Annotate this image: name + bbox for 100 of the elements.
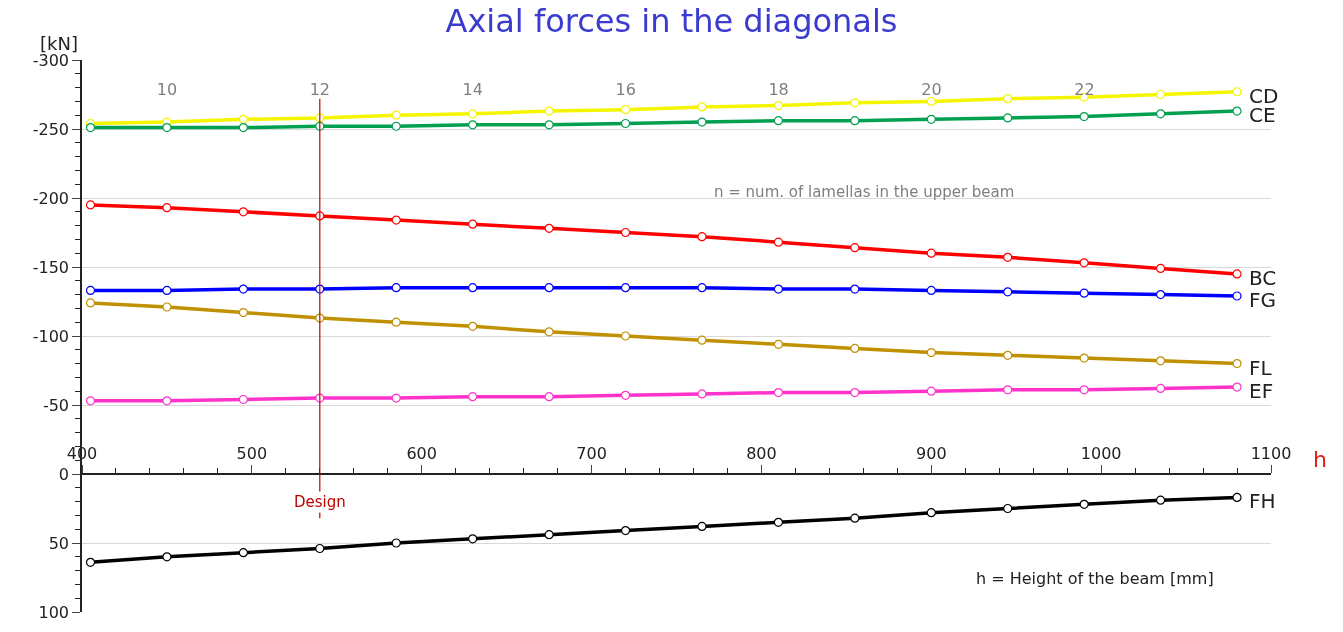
- point: [468, 283, 478, 293]
- point: [85, 123, 96, 133]
- series-label: EF: [1249, 379, 1274, 403]
- point: [1079, 353, 1089, 363]
- point: [773, 237, 784, 247]
- point: [544, 120, 554, 130]
- point: [391, 393, 401, 403]
- point: [85, 396, 96, 406]
- x2-tick-label: 22: [1074, 80, 1095, 100]
- point: [697, 389, 707, 399]
- x2-tick-label: 14: [462, 80, 483, 100]
- series-label: FG: [1249, 288, 1277, 312]
- point: [1232, 269, 1242, 279]
- point: [391, 110, 401, 120]
- point: [1003, 252, 1013, 262]
- point: [1155, 495, 1166, 505]
- point: [238, 123, 248, 133]
- point: [544, 530, 554, 540]
- point: [697, 102, 707, 112]
- point: [1003, 287, 1013, 297]
- series-label: BC: [1249, 266, 1277, 290]
- point: [773, 517, 784, 527]
- x-axis-title: h: [1313, 447, 1327, 472]
- point: [697, 335, 707, 345]
- point: [1079, 499, 1089, 509]
- point: [544, 327, 554, 337]
- y-tick-label: 0: [58, 464, 70, 484]
- point: [85, 298, 96, 308]
- point: [238, 207, 248, 217]
- point: [391, 538, 401, 548]
- point: [238, 284, 248, 294]
- point: [238, 307, 248, 318]
- y-axis-title: [kN]: [40, 33, 78, 54]
- x-tick-label: 700: [576, 443, 607, 463]
- series-label: FL: [1249, 356, 1273, 380]
- point: [850, 116, 860, 126]
- y-tick-label: -150: [32, 257, 70, 277]
- point: [1003, 113, 1013, 123]
- point: [620, 105, 631, 115]
- chart-title: Axial forces in the diagonals: [445, 1, 898, 40]
- point: [162, 552, 172, 562]
- point: [1155, 290, 1166, 300]
- point: [697, 232, 707, 242]
- point: [468, 219, 478, 229]
- point: [773, 116, 784, 126]
- point: [1003, 385, 1013, 395]
- point: [620, 525, 631, 536]
- point: [1232, 492, 1242, 503]
- x2-tick-label: 20: [921, 80, 942, 100]
- point: [1003, 94, 1013, 104]
- point: [1079, 385, 1089, 395]
- point: [926, 508, 936, 518]
- point: [238, 394, 248, 405]
- point: [544, 223, 554, 233]
- point: [697, 117, 707, 127]
- x2-tick-label: 12: [309, 80, 330, 100]
- point: [1232, 382, 1242, 392]
- point: [1155, 109, 1166, 119]
- point: [238, 548, 248, 558]
- point: [85, 200, 96, 210]
- point: [926, 114, 936, 124]
- annotation: n = num. of lamellas in the upper beam: [714, 183, 1015, 201]
- point: [1232, 291, 1242, 301]
- x-tick-label: 500: [236, 443, 268, 463]
- point: [620, 118, 631, 129]
- point: [1155, 383, 1166, 394]
- point: [162, 285, 172, 296]
- point: [391, 283, 401, 293]
- point: [926, 96, 936, 106]
- point: [85, 557, 96, 567]
- point: [773, 100, 784, 111]
- point: [1155, 356, 1166, 366]
- point: [697, 521, 707, 532]
- point: [85, 285, 96, 296]
- y-tick-label: -200: [32, 188, 70, 208]
- point: [391, 121, 401, 131]
- y-tick-label: -50: [42, 395, 70, 415]
- point: [850, 98, 860, 108]
- point: [850, 284, 860, 294]
- point: [315, 543, 325, 554]
- series-label: FH: [1249, 489, 1276, 513]
- point: [162, 396, 172, 406]
- point: [850, 513, 860, 523]
- point: [162, 123, 172, 133]
- point: [773, 284, 784, 294]
- x-tick-label: 1000: [1080, 443, 1122, 463]
- x2-tick-label: 18: [768, 80, 789, 100]
- point: [391, 215, 401, 225]
- x-tick-label: 1100: [1250, 443, 1292, 463]
- point: [468, 109, 478, 119]
- ref-line-label: Design: [294, 493, 346, 511]
- point: [1232, 106, 1242, 116]
- point: [926, 386, 936, 396]
- point: [620, 227, 631, 238]
- point: [850, 243, 860, 253]
- point: [162, 302, 172, 312]
- point: [1155, 89, 1166, 100]
- point: [926, 347, 936, 358]
- point: [468, 392, 478, 402]
- point: [697, 283, 707, 293]
